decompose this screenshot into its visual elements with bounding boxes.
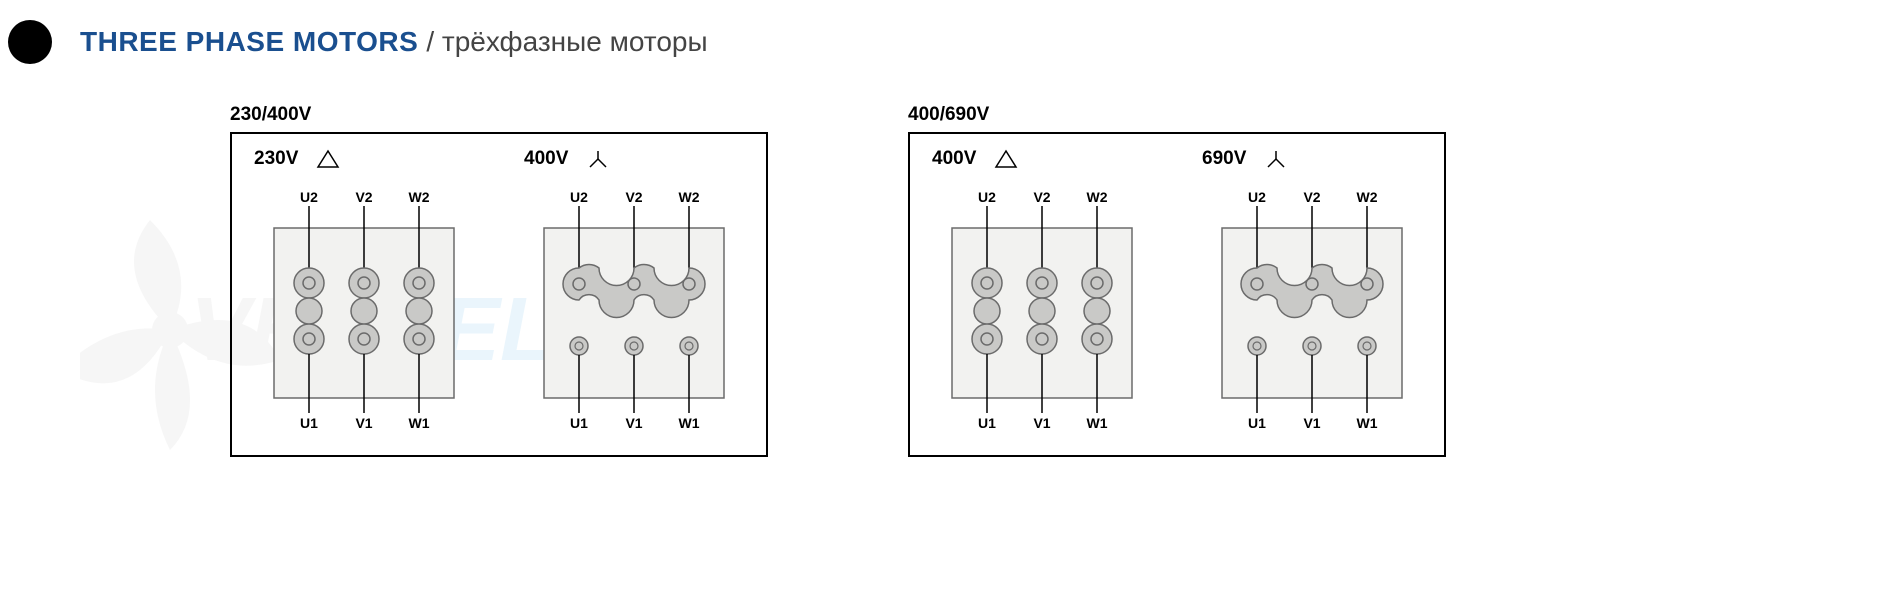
wye-wiring-svg: U2 V2 W2 (1202, 178, 1422, 428)
delta-icon (316, 149, 340, 169)
title-sub: / трёхфазные моторы (426, 26, 707, 58)
svg-text:V1: V1 (1303, 415, 1320, 428)
diagram-wye: 400V U2 V2 W2 (524, 148, 744, 433)
svg-text:W1: W1 (679, 415, 700, 428)
svg-text:W1: W1 (409, 415, 430, 428)
diagram-subtitle: 400V (932, 148, 1152, 170)
diagram-delta: 400V U2 V2 W2 (932, 148, 1152, 433)
svg-text:W1: W1 (1357, 415, 1378, 428)
diagram-panel: 230V U2 V2 W2 (230, 132, 768, 457)
header-bullet (8, 20, 52, 64)
wye-wiring-svg: U2 V2 W2 (524, 178, 744, 428)
delta-wiring-svg: U2 V2 W2 (254, 178, 474, 428)
svg-text:U1: U1 (978, 415, 996, 428)
svg-text:V2: V2 (355, 189, 372, 205)
diagram-subtitle: 690V (1202, 148, 1422, 170)
diagram-delta: 230V U2 V2 W2 (254, 148, 474, 433)
svg-text:W2: W2 (1357, 189, 1378, 205)
delta-icon (994, 149, 1018, 169)
svg-text:V2: V2 (625, 189, 642, 205)
svg-text:V2: V2 (1303, 189, 1320, 205)
svg-text:U1: U1 (300, 415, 318, 428)
diagram-group: 230/400V 230V U2 V2 W2 (230, 104, 768, 457)
svg-text:W2: W2 (679, 189, 700, 205)
svg-text:U2: U2 (300, 189, 318, 205)
svg-text:U2: U2 (1248, 189, 1266, 205)
wye-icon (586, 149, 610, 169)
svg-text:W1: W1 (1087, 415, 1108, 428)
diagram-subtitle: 230V (254, 148, 474, 170)
svg-text:W2: W2 (1087, 189, 1108, 205)
page-header: THREE PHASE MOTORS / трёхфазные моторы (0, 0, 1903, 74)
delta-wiring-svg: U2 V2 W2 (932, 178, 1152, 428)
wye-icon (1264, 149, 1288, 169)
svg-text:U1: U1 (1248, 415, 1266, 428)
diagram-subtitle: 400V (524, 148, 744, 170)
diagram-panel: 400V U2 V2 W2 (908, 132, 1446, 457)
group-label: 230/400V (230, 104, 768, 126)
diagram-wye: 690V U2 V2 W2 (1202, 148, 1422, 433)
title-main: THREE PHASE MOTORS (80, 26, 418, 58)
svg-text:V1: V1 (625, 415, 642, 428)
svg-text:W2: W2 (409, 189, 430, 205)
svg-text:U1: U1 (570, 415, 588, 428)
diagrams-row: 230/400V 230V U2 V2 W2 (0, 74, 1903, 457)
svg-text:U2: U2 (570, 189, 588, 205)
svg-text:U2: U2 (978, 189, 996, 205)
svg-text:V2: V2 (1033, 189, 1050, 205)
svg-text:V1: V1 (1033, 415, 1050, 428)
diagram-group: 400/690V 400V U2 V2 W2 (908, 104, 1446, 457)
svg-text:V1: V1 (355, 415, 372, 428)
group-label: 400/690V (908, 104, 1446, 126)
